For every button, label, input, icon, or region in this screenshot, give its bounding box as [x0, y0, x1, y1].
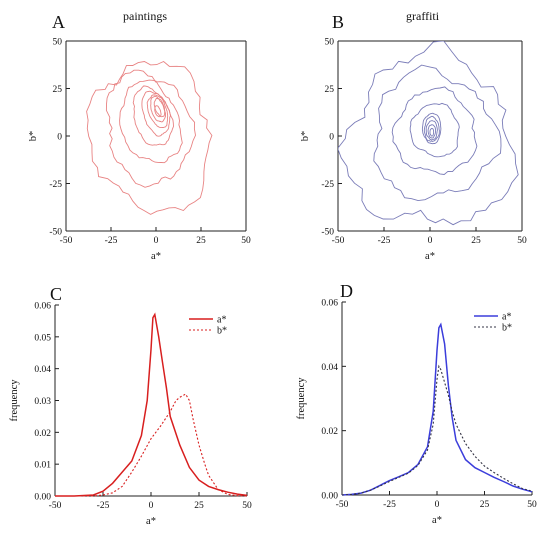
- contour-group: [338, 41, 519, 226]
- legend-label: b*: [217, 326, 227, 337]
- y-tick-label: 0.05: [34, 333, 51, 343]
- legend-label: b*: [502, 323, 512, 334]
- contour-line: [150, 95, 167, 123]
- x-tick-label: -25: [105, 236, 118, 246]
- contour-line: [141, 90, 171, 137]
- series-line-b: [341, 364, 533, 496]
- y-tick-label: 0.04: [34, 365, 51, 375]
- y-tick-label: -25: [321, 180, 334, 190]
- contour-line: [425, 120, 438, 141]
- x-tick-label: 0: [435, 500, 440, 510]
- legend-label: a*: [502, 312, 511, 323]
- y-tick-label: -50: [49, 228, 62, 238]
- contour-line: [154, 105, 162, 118]
- contour-line: [429, 127, 435, 137]
- y-tick-label: 0: [57, 133, 62, 143]
- contour-line: [373, 64, 502, 202]
- frequency-plot-d: -50 -25 0 25 50 0.00 0.02 0.04 0.06 a* frequency a*…: [296, 299, 537, 527]
- x-tick-label: -25: [97, 501, 110, 511]
- x-tick-label: -50: [336, 500, 349, 510]
- y-axis-title: b*: [300, 131, 311, 142]
- panel-title-graffiti: graffiti: [406, 9, 440, 23]
- x-tick-label: 25: [480, 500, 490, 510]
- contour-line: [421, 112, 442, 145]
- y-tick-label: 50: [325, 38, 335, 48]
- y-tick-label: 0.06: [321, 299, 338, 309]
- y-tick-label: 0.01: [34, 461, 51, 471]
- y-axis-title: frequency: [296, 377, 307, 420]
- y-tick-label: 0.00: [321, 492, 338, 502]
- legend-label: a*: [217, 315, 226, 326]
- series-line-a: [341, 322, 533, 496]
- panel-letter-a: A: [52, 12, 65, 32]
- contour-line: [338, 41, 519, 226]
- contour-line: [146, 94, 169, 129]
- x-axis-title: a*: [432, 515, 442, 526]
- contour-line: [119, 79, 183, 164]
- panel-letter-d: D: [340, 281, 353, 301]
- series-line-a: [55, 312, 248, 497]
- x-tick-label: 25: [196, 236, 206, 246]
- panel-letter-b: B: [332, 12, 344, 32]
- frequency-plot-c: -50 -25 0 25 50 0.00 0.01 0.02 0.03 0.04 0.05 0.06 a…: [9, 302, 252, 528]
- y-tick-label: 0.02: [34, 429, 51, 439]
- contour-line: [391, 86, 478, 175]
- x-tick-label: 0: [428, 236, 433, 246]
- y-axis-title: b*: [28, 131, 39, 142]
- series-line-b: [55, 393, 248, 497]
- x-tick-label: 50: [241, 236, 251, 246]
- x-tick-label: 0: [149, 501, 154, 511]
- y-tick-label: 25: [53, 85, 63, 95]
- y-tick-label: 50: [53, 38, 63, 48]
- y-tick-label: 0.00: [34, 493, 51, 503]
- y-tick-label: -25: [49, 180, 62, 190]
- contour-line: [105, 69, 196, 188]
- y-tick-label: -50: [321, 228, 334, 238]
- y-tick-label: 0.03: [34, 397, 51, 407]
- contour-line: [86, 60, 213, 215]
- x-tick-label: -50: [60, 236, 73, 246]
- x-tick-label: -50: [332, 236, 345, 246]
- x-axis-title: a*: [146, 516, 156, 527]
- x-axis-title: a*: [151, 251, 161, 262]
- x-tick-label: 25: [194, 501, 204, 511]
- y-tick-label: 0.06: [34, 302, 51, 312]
- contour-plot-paintings: -50 -25 0 25 50 -50 -25 0 25 50 a* b*: [28, 38, 251, 263]
- y-tick-label: 0.04: [321, 363, 338, 373]
- contour-group: [86, 60, 213, 215]
- contour-line: [423, 115, 440, 143]
- panel-letter-c: C: [50, 284, 62, 304]
- panel-title-paintings: paintings: [123, 9, 167, 23]
- contour-line: [409, 102, 460, 158]
- x-tick-label: 0: [154, 236, 159, 246]
- y-tick-label: 0: [329, 133, 334, 143]
- x-tick-label: -50: [49, 501, 62, 511]
- y-axis-title: frequency: [9, 379, 20, 422]
- contour-line: [427, 124, 436, 139]
- x-tick-label: -25: [383, 500, 396, 510]
- y-tick-label: 0.02: [321, 427, 338, 437]
- x-tick-label: 25: [471, 236, 481, 246]
- contour-line: [132, 85, 174, 146]
- x-tick-label: -25: [378, 236, 391, 246]
- y-tick-label: 25: [325, 85, 335, 95]
- x-axis-title: a*: [425, 251, 435, 262]
- x-tick-label: 50: [527, 500, 537, 510]
- x-tick-label: 50: [517, 236, 527, 246]
- x-tick-label: 50: [242, 501, 252, 511]
- contour-plot-graffiti: -50 -25 0 25 50 -50 -25 0 25 50 a* b*: [300, 38, 527, 263]
